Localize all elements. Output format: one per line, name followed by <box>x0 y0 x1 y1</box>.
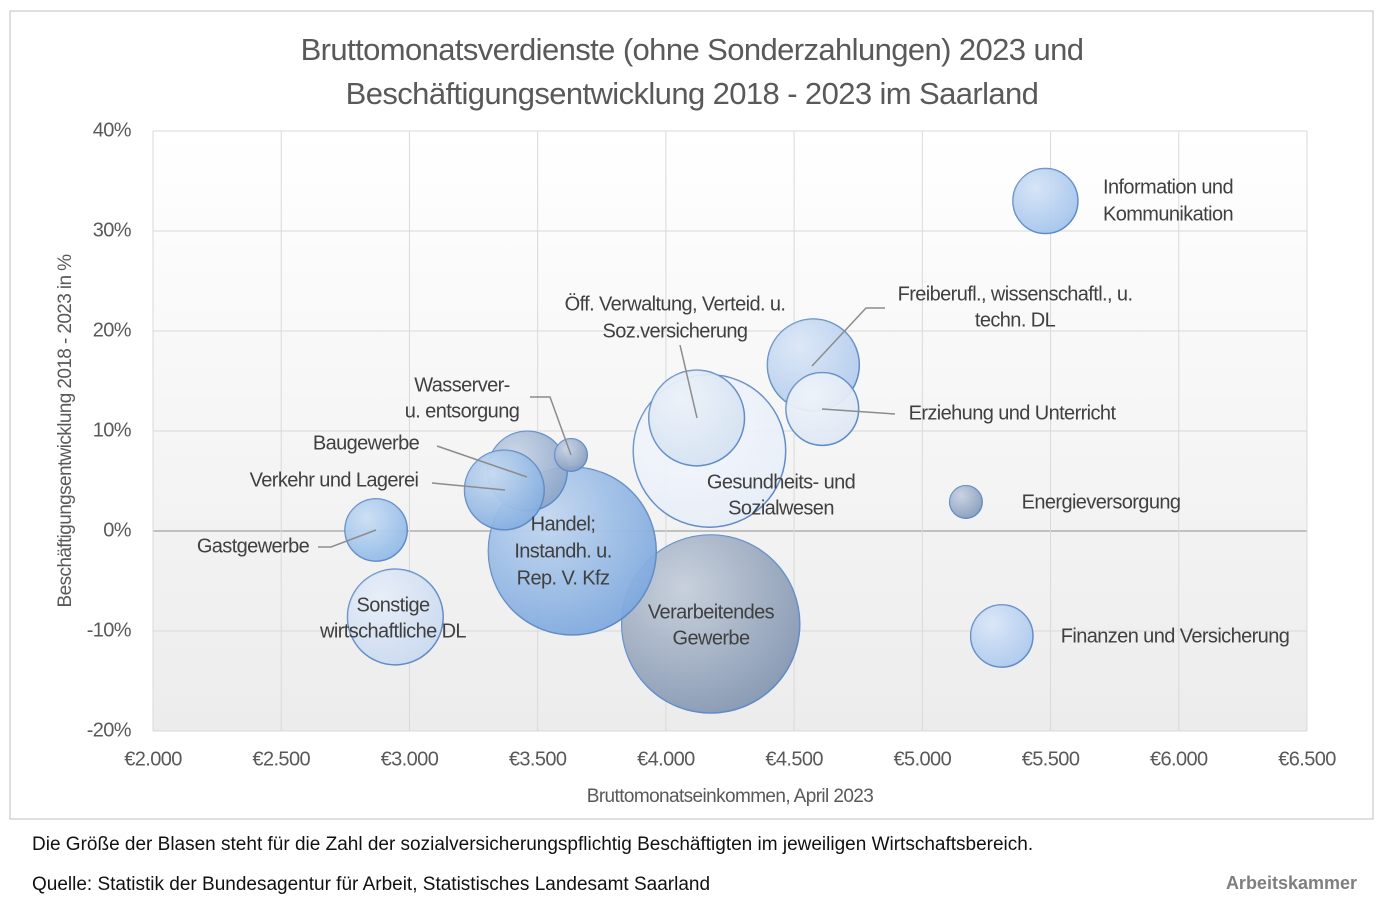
y-tick-label: 10% <box>93 419 132 441</box>
y-axis-label: Beschäftigungsentwicklung 2018 - 2023 in… <box>55 254 76 608</box>
y-tick-label: 0% <box>103 519 132 541</box>
bubble <box>344 498 408 562</box>
bubble-label: Instandh. u. <box>514 540 611 562</box>
bubble-label: Energieversorgung <box>1022 491 1181 513</box>
y-tick-label: 20% <box>93 319 132 341</box>
bubble-label: Verkehr und Lagerei <box>250 469 419 491</box>
bubble-label: Rep. V. Kfz <box>517 567 610 589</box>
bubble-label: Information und <box>1103 176 1233 198</box>
bubble-label: Finanzen und Versicherung <box>1061 625 1290 647</box>
bubble-label: Sozialwesen <box>728 497 834 519</box>
leader-line <box>431 482 506 491</box>
x-tick-label: €3.500 <box>509 748 567 770</box>
bubble <box>948 485 983 519</box>
x-tick-label: €4.000 <box>637 748 695 770</box>
x-tick-label: €4.500 <box>765 748 823 770</box>
x-tick-label: €3.000 <box>381 748 439 770</box>
leader-line <box>530 396 572 456</box>
bubble-label: Öff. Verwaltung, Verteid. u. <box>565 293 786 315</box>
bubble-label: u. entsorgung <box>405 400 520 422</box>
leader-line <box>811 307 885 367</box>
x-tick-label: €2.500 <box>252 748 310 770</box>
bubble-label: Erziehung und Unterricht <box>909 402 1117 424</box>
bubble <box>1012 167 1079 235</box>
bubble-label: Baugewerbe <box>313 432 420 454</box>
leader-line <box>821 408 896 415</box>
y-tick-label: 30% <box>93 219 132 241</box>
bubble-label: Wasserver- <box>414 374 510 396</box>
bubble-label: Gastgewerbe <box>197 535 310 557</box>
bubble-label: wirtschaftliche DL <box>319 620 466 642</box>
bubble <box>969 604 1034 668</box>
y-tick-label: -10% <box>87 619 132 641</box>
bubble-label: Handel; <box>531 513 596 535</box>
x-axis-label: Bruttomonatseinkommen, April 2023 <box>587 786 874 807</box>
leader-line <box>318 529 377 548</box>
chart-title: Bruttomonatsverdienste (ohne Sonderzahlu… <box>301 32 1084 67</box>
x-tick-label: €6.500 <box>1278 748 1336 770</box>
bubble-label: Gewerbe <box>673 627 750 649</box>
bubble-label: Soz.versicherung <box>603 320 748 342</box>
x-tick-label: €6.000 <box>1150 748 1208 770</box>
bubble-label: Gesundheits- und <box>707 471 855 493</box>
y-tick-label: 40% <box>93 119 132 141</box>
y-tick-label: -20% <box>87 719 132 741</box>
bubble-label: techn. DL <box>975 309 1056 331</box>
bubble-label: Kommunikation <box>1103 203 1233 225</box>
x-tick-label: €5.500 <box>1022 748 1080 770</box>
bubble <box>554 438 589 472</box>
chart-title: Beschäftigungsentwicklung 2018 - 2023 im… <box>346 76 1039 111</box>
footer-source: Quelle: Statistik der Bundesagentur für … <box>32 874 710 895</box>
bubble-label: Verarbeitendes <box>648 601 775 623</box>
leader-line <box>436 445 528 478</box>
x-tick-label: €2.000 <box>124 748 182 770</box>
footer-note: Die Größe der Blasen steht für die Zahl … <box>32 834 1033 855</box>
brand: Arbeitskammer <box>1226 873 1357 893</box>
bubble-label: Freiberufl., wissenschaftl., u. <box>898 283 1133 305</box>
x-tick-label: €5.000 <box>894 748 952 770</box>
leader-line <box>679 344 698 419</box>
bubble-label: Sonstige <box>356 594 430 616</box>
bubble <box>346 568 444 666</box>
